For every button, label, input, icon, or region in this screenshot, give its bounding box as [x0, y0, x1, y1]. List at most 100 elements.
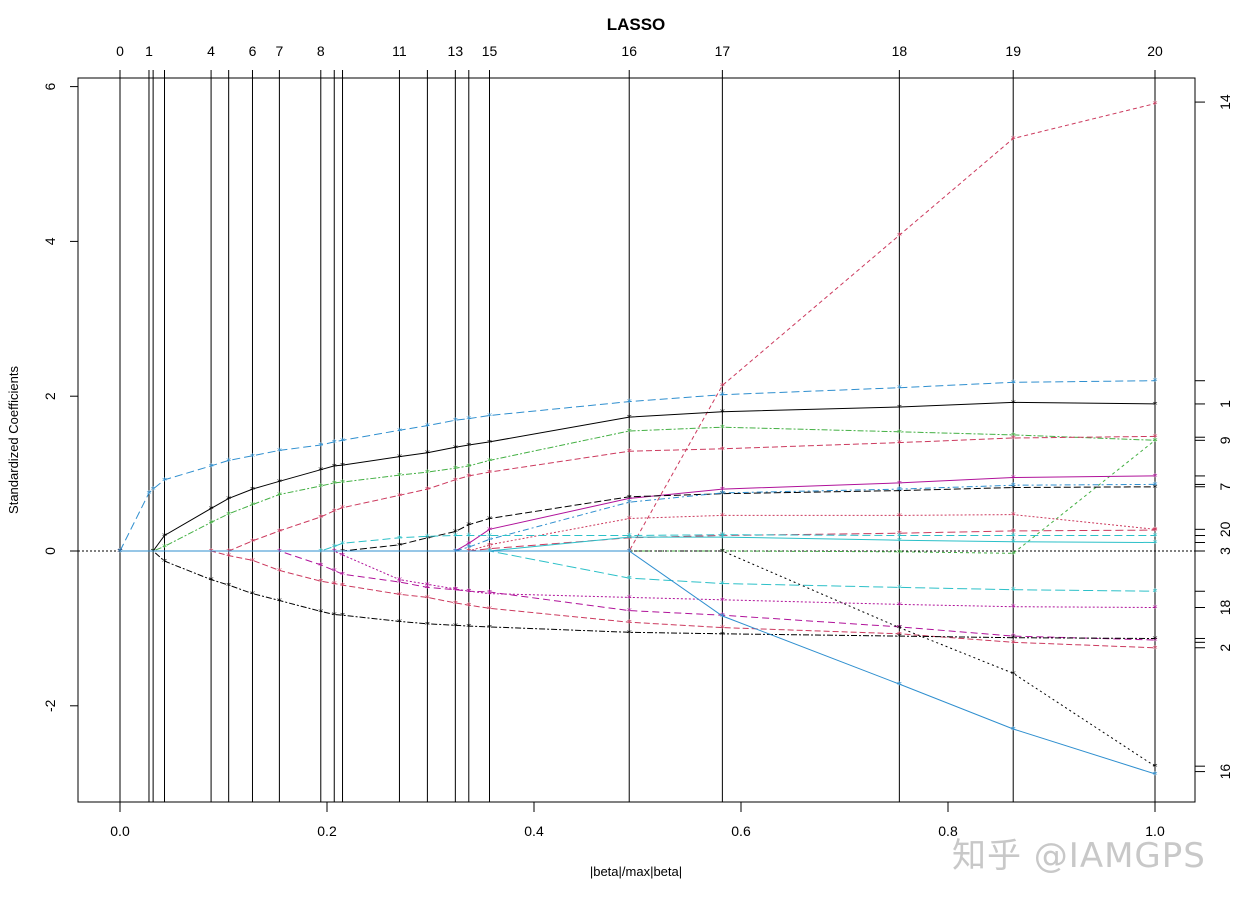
path-marker: * [332, 580, 337, 591]
path-marker: * [1011, 434, 1016, 445]
path-marker: * [162, 532, 167, 543]
path-marker: * [425, 422, 430, 433]
path-marker: * [118, 547, 123, 558]
watermark: 知乎 @IAMGPS [952, 836, 1206, 876]
coefficient-path [120, 550, 1156, 767]
path-marker: * [209, 518, 214, 529]
path-marker: * [1011, 586, 1016, 597]
path-marker: * [1153, 432, 1158, 443]
path-marker: * [277, 597, 282, 608]
path-marker: * [466, 521, 471, 532]
coefficient-path [120, 550, 1156, 775]
path-marker: * [332, 507, 337, 518]
path-marker: * [720, 596, 725, 607]
top-step-label: 19 [1005, 43, 1021, 59]
path-marker: * [897, 600, 902, 611]
path-marker: * [453, 586, 458, 597]
path-marker: * [118, 547, 123, 558]
top-step-label: 4 [207, 43, 215, 59]
x-tick-label: 0.8 [938, 823, 958, 839]
path-marker: * [118, 547, 123, 558]
path-marker: * [453, 585, 458, 596]
path-marker: * [397, 617, 402, 628]
path-marker: * [720, 381, 725, 392]
path-marker: * [425, 449, 430, 460]
path-marker: * [1153, 480, 1158, 491]
path-marker: * [720, 489, 725, 500]
path-marker: * [226, 581, 231, 592]
path-marker: * [453, 443, 458, 454]
coefficient-path [120, 483, 1156, 552]
path-marker: * [1153, 525, 1158, 536]
path-marker: * [1153, 636, 1158, 647]
path-marker: * [277, 547, 282, 558]
right-variable-label: 18 [1217, 600, 1233, 616]
path-marker: * [118, 547, 123, 558]
path-marker: * [720, 612, 725, 623]
path-marker: * [118, 547, 123, 558]
path-marker: * [397, 590, 402, 601]
top-step-label: 13 [448, 43, 464, 59]
path-marker: * [627, 547, 632, 558]
path-marker: * [118, 547, 123, 558]
path-marker: * [897, 231, 902, 242]
path-marker: * [397, 471, 402, 482]
path-marker: * [453, 621, 458, 632]
x-tick-label: 0.4 [524, 823, 544, 839]
path-marker: * [897, 529, 902, 540]
path-marker: * [897, 548, 902, 559]
path-marker: * [397, 426, 402, 437]
path-marker: * [487, 623, 492, 634]
path-marker: * [118, 547, 123, 558]
path-marker: * [1153, 436, 1158, 447]
path-marker: * [627, 493, 632, 504]
path-marker: * [1011, 473, 1016, 484]
path-marker: * [487, 547, 492, 558]
path-marker: * [720, 533, 725, 544]
path-marker: * [118, 547, 123, 558]
path-marker: * [118, 547, 123, 558]
path-marker: * [627, 494, 632, 505]
path-marker: * [1153, 532, 1158, 543]
coefficient-path [120, 475, 1156, 552]
path-marker: * [897, 403, 902, 414]
path-marker: * [487, 604, 492, 615]
path-marker: * [162, 557, 167, 568]
path-marker: * [466, 622, 471, 633]
path-marker: * [118, 547, 123, 558]
path-marker: * [487, 456, 492, 467]
path-marker: * [118, 547, 123, 558]
path-marker: * [1011, 378, 1016, 389]
path-marker: * [487, 541, 492, 552]
path-marker: * [487, 514, 492, 525]
y-tick-label: 4 [42, 237, 58, 245]
path-marker: * [1153, 526, 1158, 537]
path-marker: * [897, 624, 902, 635]
path-marker: * [897, 487, 902, 498]
path-marker: * [1153, 587, 1158, 598]
path-marker: * [151, 485, 156, 496]
path-marker: * [897, 384, 902, 395]
path-marker: * [453, 416, 458, 427]
path-marker: * [897, 479, 902, 490]
path-marker: * [627, 533, 632, 544]
path-marker: * [318, 607, 323, 618]
path-marker: * [487, 590, 492, 601]
path-marker: * [162, 542, 167, 553]
path-marker: * [226, 510, 231, 521]
breakpoint-lines [119, 70, 1156, 802]
path-marker: * [1011, 632, 1016, 643]
path-marker: * [1011, 484, 1016, 495]
path-marker: * [453, 599, 458, 610]
top-step-label: 0 [116, 43, 124, 59]
path-marker: * [1011, 549, 1016, 560]
right-variable-label: 16 [1217, 764, 1233, 780]
chart-title: LASSO [607, 15, 666, 34]
path-marker: * [340, 551, 345, 562]
path-marker: * [425, 593, 430, 604]
path-marker: * [397, 491, 402, 502]
top-step-label: 8 [317, 43, 325, 59]
path-marker: * [627, 574, 632, 585]
path-marker: * [627, 514, 632, 525]
